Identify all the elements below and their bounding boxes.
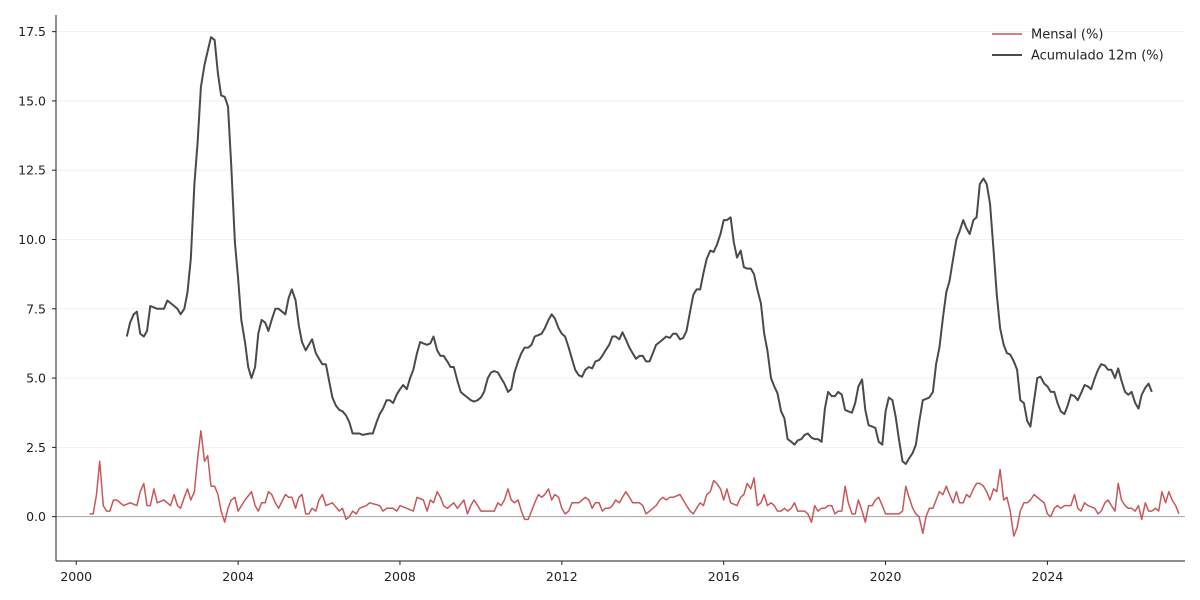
x-tick-label: 2024 xyxy=(1032,569,1064,584)
x-tick-label: 2004 xyxy=(222,569,254,584)
gridlines xyxy=(56,31,1185,518)
x-tick-label: 2016 xyxy=(708,569,740,584)
x-tick-label: 2000 xyxy=(60,569,92,584)
y-tick-label: 7.5 xyxy=(26,301,46,316)
x-tick-label: 2020 xyxy=(870,569,902,584)
axes xyxy=(55,15,1185,562)
y-tick-label: 15.0 xyxy=(18,93,46,108)
legend-label-mensal: Mensal (%) xyxy=(1031,28,1103,43)
y-axis-ticks: 0.0 2.5 5.0 7.5 10.0 12.5 15.0 17.5 xyxy=(18,24,56,524)
series-line-acumulado xyxy=(125,36,1153,465)
series-line-mensal xyxy=(89,429,1180,537)
x-tick-label: 2012 xyxy=(546,569,578,584)
series-lines xyxy=(89,36,1180,537)
x-tick-label: 2008 xyxy=(384,569,416,584)
legend: Mensal (%) Acumulado 12m (%) xyxy=(992,28,1164,64)
y-tick-label: 12.5 xyxy=(18,163,46,178)
y-tick-label: 2.5 xyxy=(26,440,46,455)
x-axis-ticks: 2000 2004 2008 2012 2016 2020 2024 xyxy=(60,561,1063,584)
legend-label-acumulado: Acumulado 12m (%) xyxy=(1031,49,1164,64)
y-tick-label: 5.0 xyxy=(26,371,46,386)
y-tick-label: 17.5 xyxy=(18,24,46,39)
y-tick-label: 10.0 xyxy=(18,232,46,247)
y-tick-label: 0.0 xyxy=(26,509,46,524)
